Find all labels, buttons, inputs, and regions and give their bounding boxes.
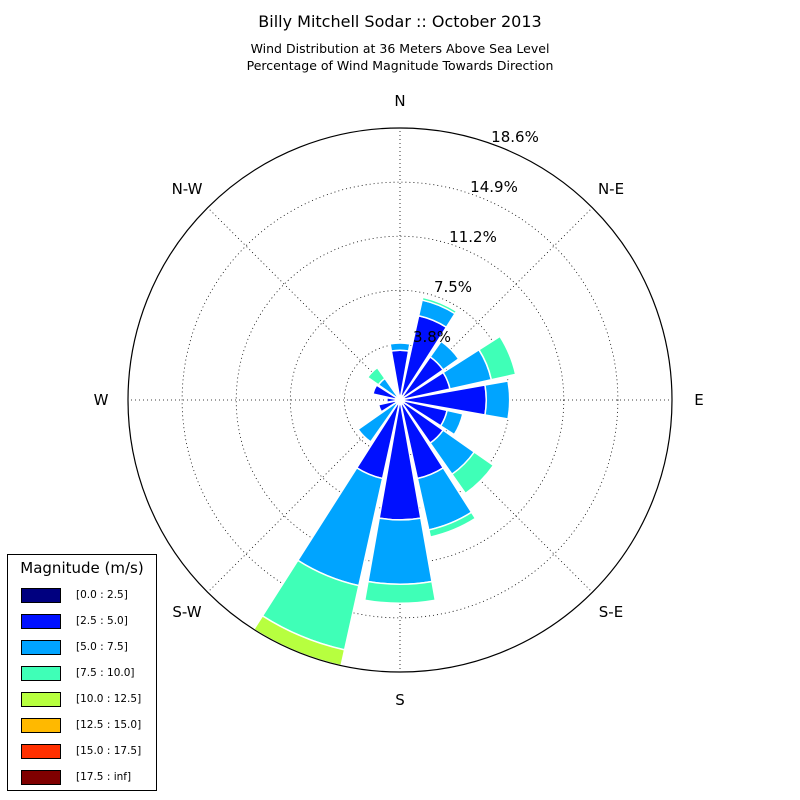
rose-bar-dir0-bin2 xyxy=(389,342,411,352)
legend: Magnitude (m/s) [0.0 : 2.5] [2.5 : 5.0] … xyxy=(7,554,157,791)
grid-ring-3 xyxy=(181,181,619,619)
legend-label-2: [5.0 : 7.5] xyxy=(76,641,128,653)
chart-subtitle-line-1: Wind Distribution at 36 Meters Above Sea… xyxy=(250,41,550,56)
legend-label-7: [17.5 : inf] xyxy=(76,771,132,783)
legend-swatch-4 xyxy=(21,691,61,707)
rose-bar-dir2-bin2 xyxy=(429,340,460,371)
rose-bar-dir7-bin3 xyxy=(427,511,477,538)
direction-label-s: S xyxy=(395,691,405,709)
legend-swatch-7 xyxy=(21,769,61,785)
legend-swatch-3 xyxy=(21,665,61,681)
legend-item-0: [0.0 : 2.5] xyxy=(21,587,128,603)
chart-subtitle-line-2: Percentage of Wind Magnitude Towards Dir… xyxy=(246,58,554,73)
rose-bar-dir8-bin2 xyxy=(367,517,433,586)
rose-bar-dir1-bin3 xyxy=(421,296,458,315)
legend-swatch-2 xyxy=(21,639,61,655)
legend-swatch-1 xyxy=(21,613,61,629)
rose-bar-dir3-bin3 xyxy=(477,335,517,381)
direction-label-se: S-E xyxy=(599,603,623,621)
grid-spoke-3 xyxy=(399,399,593,593)
rose-bar-dir15-bin0 xyxy=(396,394,401,401)
legend-label-6: [15.0 : 17.5] xyxy=(76,745,142,757)
ring-label-3-8: 3.8% xyxy=(413,328,451,346)
ring-label-14-9: 14.9% xyxy=(470,178,518,196)
legend-label-4: [10.0 : 12.5] xyxy=(76,693,142,705)
rose-bar-dir14-bin3 xyxy=(366,366,386,386)
ring-label-11-2: 11.2% xyxy=(449,228,497,246)
legend-label-0: [0.0 : 2.5] xyxy=(76,589,128,601)
wind-rose-labels: N N-E E S-E S S-W W N-W 3.8% 7.5% 11.2% … xyxy=(94,92,704,709)
legend-item-7: [17.5 : inf] xyxy=(21,769,131,785)
grid-ring-2 xyxy=(235,235,565,565)
plot-outer-boundary xyxy=(127,127,673,673)
grid-spoke-7 xyxy=(207,207,401,401)
direction-label-sw: S-W xyxy=(172,603,201,621)
direction-label-n: N xyxy=(394,92,405,110)
direction-label-e: E xyxy=(694,391,703,409)
legend-item-3: [7.5 : 10.0] xyxy=(21,665,134,681)
ring-label-7-5: 7.5% xyxy=(434,278,472,296)
legend-label-1: [2.5 : 5.0] xyxy=(76,615,128,627)
legend-swatch-0 xyxy=(21,587,61,603)
rose-bar-dir6-bin3 xyxy=(450,450,495,495)
direction-label-w: W xyxy=(94,391,109,409)
legend-title: Magnitude (m/s) xyxy=(20,559,144,577)
direction-label-nw: N-W xyxy=(172,180,203,198)
rose-bar-dir13-bin1 xyxy=(371,384,398,400)
rose-bar-dir5-bin2 xyxy=(439,409,464,436)
ring-label-18-6: 18.6% xyxy=(491,128,539,146)
legend-item-4: [10.0 : 12.5] xyxy=(21,691,141,707)
legend-swatch-5 xyxy=(21,717,61,733)
rose-bar-dir4-bin2 xyxy=(484,380,511,420)
legend-label-5: [12.5 : 15.0] xyxy=(76,719,142,731)
rose-bar-dir8-bin3 xyxy=(363,580,437,605)
grid-spoke-5 xyxy=(207,399,401,593)
legend-item-6: [15.0 : 17.5] xyxy=(21,743,141,759)
legend-item-1: [2.5 : 5.0] xyxy=(21,613,128,629)
legend-swatch-6 xyxy=(21,743,61,759)
grid-spoke-1 xyxy=(399,207,593,401)
rose-bar-dir10-bin2 xyxy=(357,401,399,443)
rose-bar-dir11-bin1 xyxy=(377,400,398,413)
direction-label-ne: N-E xyxy=(598,180,624,198)
legend-item-2: [5.0 : 7.5] xyxy=(21,639,128,655)
wind-rose-bars xyxy=(252,296,517,667)
legend-label-3: [7.5 : 10.0] xyxy=(76,667,135,679)
chart-title: Billy Mitchell Sodar :: October 2013 xyxy=(258,12,542,31)
legend-item-5: [12.5 : 15.0] xyxy=(21,717,141,733)
